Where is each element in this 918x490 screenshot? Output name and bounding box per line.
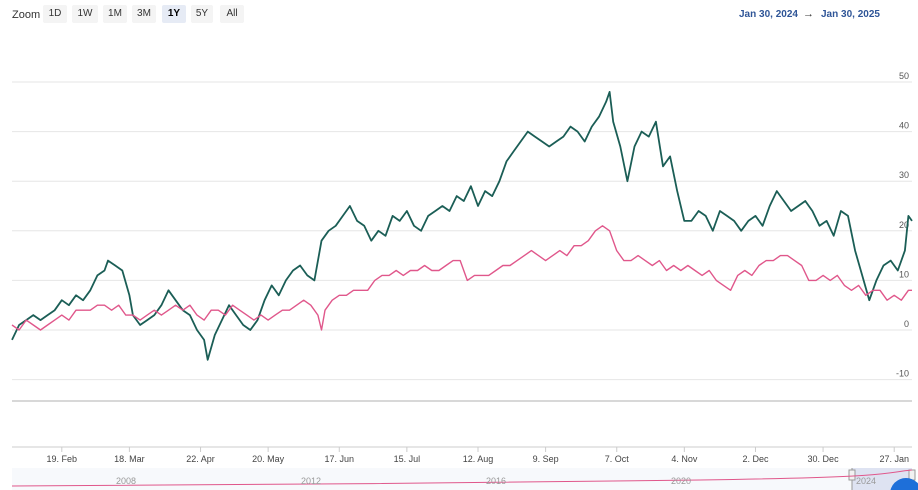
range-from-date[interactable]: Jan 30, 2024 bbox=[739, 9, 798, 20]
y-axis-labels: 50 40 30 20 10 0 -10 bbox=[896, 71, 909, 379]
zoom-button-3m[interactable]: 3M bbox=[132, 5, 156, 23]
range-arrow: → bbox=[803, 8, 814, 20]
x-tick-label: 27. Jan bbox=[879, 454, 909, 464]
y-tick-label: 20 bbox=[899, 220, 909, 230]
x-tick-label: 18. Mar bbox=[114, 454, 145, 464]
zoom-button-all[interactable]: All bbox=[220, 5, 244, 23]
series-line-2 bbox=[11, 225, 912, 331]
y-tick-label: 30 bbox=[899, 170, 909, 180]
x-tick-label: 19. Feb bbox=[47, 454, 78, 464]
x-tick-label: 12. Aug bbox=[463, 454, 494, 464]
x-tick-label: 4. Nov bbox=[671, 454, 698, 464]
navigator-year-label: 2016 bbox=[486, 476, 506, 486]
zoom-button-1d[interactable]: 1D bbox=[43, 5, 67, 23]
y-tick-label: 50 bbox=[899, 71, 909, 81]
range-to-date[interactable]: Jan 30, 2025 bbox=[821, 9, 880, 20]
navigator-labels: 2008 2012 2016 2020 2024 bbox=[116, 476, 876, 486]
zoom-button-1m[interactable]: 1M bbox=[103, 5, 127, 23]
navigator[interactable]: 2008 2012 2016 2020 2024 bbox=[11, 468, 916, 490]
zoom-button-1y[interactable]: 1Y bbox=[162, 5, 186, 23]
floating-action-button[interactable] bbox=[890, 478, 918, 490]
navigator-year-label: 2024 bbox=[856, 476, 876, 486]
x-tick-label: 22. Apr bbox=[186, 454, 215, 464]
navigator-series-line bbox=[11, 469, 913, 487]
navigator-grip-left[interactable] bbox=[848, 469, 856, 481]
zoom-label: Zoom bbox=[12, 9, 41, 21]
navigator-year-label: 2012 bbox=[301, 476, 321, 486]
x-tick-label: 7. Oct bbox=[605, 454, 630, 464]
navigator-year-label: 2008 bbox=[116, 476, 136, 486]
series-line-1 bbox=[11, 91, 913, 361]
x-tick-label: 15. Jul bbox=[394, 454, 421, 464]
x-axis-labels: 19. Feb 18. Mar 22. Apr 20. May 17. Jun 15. J… bbox=[47, 447, 909, 464]
zoom-button-5y[interactable]: 5Y bbox=[191, 5, 213, 23]
x-tick-label: 20. May bbox=[252, 454, 285, 464]
x-tick-label: 17. Jun bbox=[325, 454, 355, 464]
x-tick-label: 2. Dec bbox=[742, 454, 769, 464]
gridlines bbox=[12, 81, 912, 381]
y-tick-label: -10 bbox=[896, 369, 909, 379]
navigator-year-label: 2020 bbox=[671, 476, 691, 486]
series-group bbox=[11, 91, 913, 361]
x-tick-label: 9. Sep bbox=[533, 454, 559, 464]
x-tick-label: 30. Dec bbox=[808, 454, 840, 464]
zoom-button-1w[interactable]: 1W bbox=[72, 5, 98, 23]
y-tick-label: 10 bbox=[899, 269, 909, 279]
y-tick-label: 0 bbox=[904, 319, 909, 329]
y-tick-label: 40 bbox=[899, 121, 909, 131]
toolbar: Zoom 1D 1W 1M 3M 1Y 5Y All Jan 30, 2024 → Jan … bbox=[0, 0, 918, 30]
